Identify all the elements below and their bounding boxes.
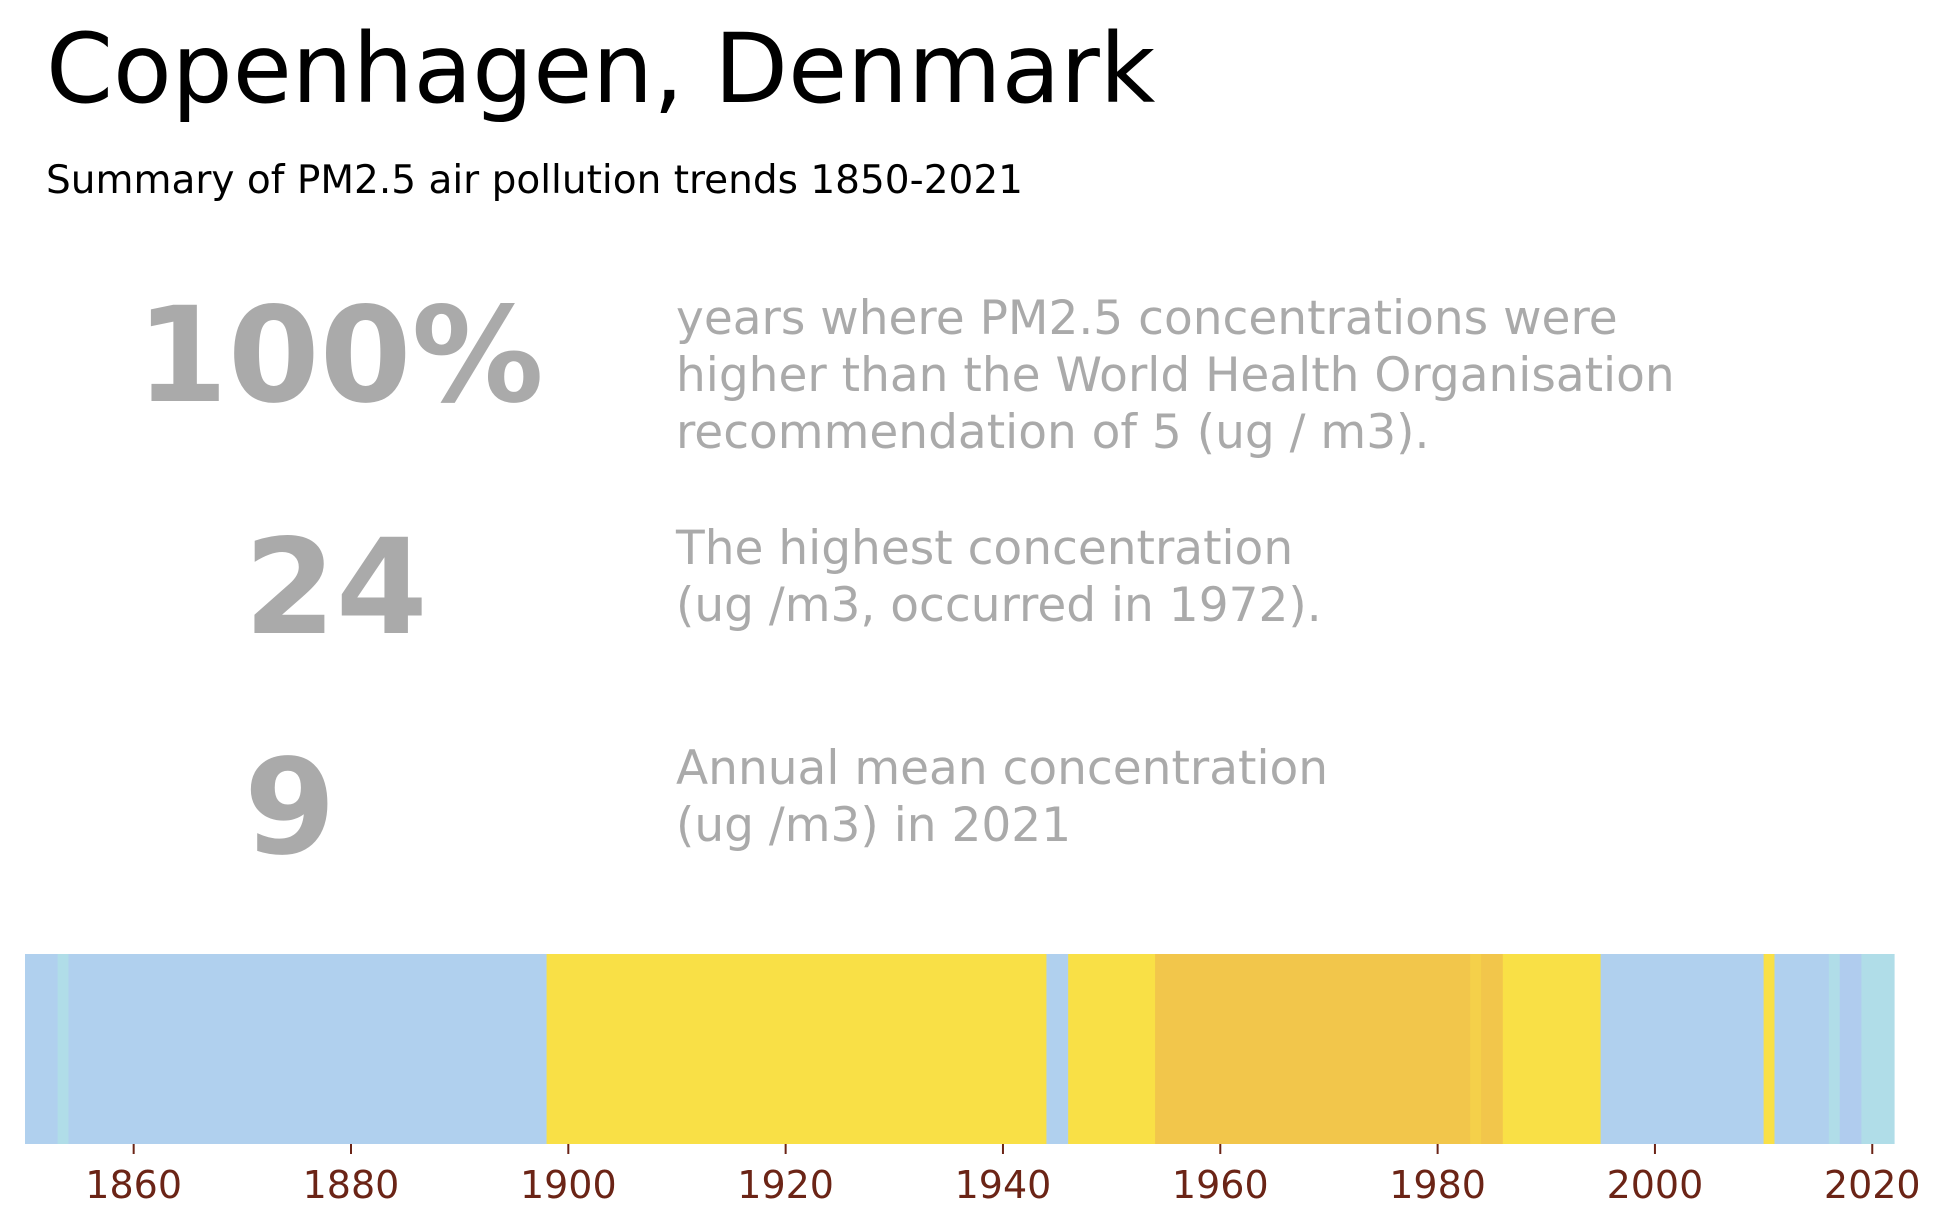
x-tick-label: 1880 xyxy=(303,1163,400,1207)
stat-desc-years-exceeding: years where PM2.5 concentrations were hi… xyxy=(676,290,1675,461)
page-subtitle: Summary of PM2.5 air pollution trends 18… xyxy=(46,158,1023,203)
stripe-band xyxy=(546,954,1048,1144)
stat-desc-line: recommendation of 5 (ug / m3). xyxy=(676,405,1430,460)
stripe-band xyxy=(1600,954,1765,1144)
stripe-band xyxy=(1861,954,1895,1144)
stripe-band xyxy=(1155,954,1471,1144)
stat-desc-line: higher than the World Health Organisatio… xyxy=(676,348,1675,403)
stripe-band xyxy=(1839,954,1863,1144)
stripe-band xyxy=(1068,954,1156,1144)
stripe-bands xyxy=(25,954,1895,1144)
x-tick-label: 1900 xyxy=(520,1163,617,1207)
stat-desc-line: (ug /m3) in 2021 xyxy=(676,798,1072,853)
stat-desc-line: (ug /m3, occurred in 1972). xyxy=(676,578,1322,633)
x-axis-ticks: 1860 1880 1900 1920 1940 1960 1980 2000 2020 xyxy=(85,1144,1921,1207)
stripe-band xyxy=(1470,954,1482,1144)
stat-desc-line: years where PM2.5 concentrations were xyxy=(676,291,1618,346)
stripe-band xyxy=(1774,954,1830,1144)
x-tick-label: 1940 xyxy=(955,1163,1052,1207)
x-tick-label: 1860 xyxy=(85,1163,182,1207)
page-title: Copenhagen, Denmark xyxy=(46,13,1156,125)
x-tick-label: 1920 xyxy=(737,1163,834,1207)
x-tick-label: 2020 xyxy=(1824,1163,1921,1207)
stat-desc-line: The highest concentration xyxy=(676,521,1294,576)
stripe-band xyxy=(1502,954,1602,1144)
x-tick-label: 1960 xyxy=(1172,1163,1269,1207)
stripe-band xyxy=(1046,954,1069,1144)
stripe-band xyxy=(25,954,59,1144)
stripe-band xyxy=(1828,954,1841,1144)
stripe-band xyxy=(57,954,70,1144)
stripe-band xyxy=(1481,954,1504,1144)
stripe-band xyxy=(68,954,548,1144)
stripe-band xyxy=(1763,954,1776,1144)
stat-desc-annual-mean: Annual mean concentration (ug /m3) in 20… xyxy=(676,740,1328,854)
x-tick-label: 2000 xyxy=(1607,1163,1704,1207)
stat-value-annual-mean: 9 xyxy=(244,731,336,885)
stat-value-years-exceeding: 100% xyxy=(136,279,544,433)
stat-value-highest: 24 xyxy=(244,511,428,665)
stat-desc-line: Annual mean concentration xyxy=(676,741,1329,796)
stat-desc-highest: The highest concentration (ug /m3, occur… xyxy=(676,520,1322,634)
x-tick-label: 1980 xyxy=(1389,1163,1486,1207)
